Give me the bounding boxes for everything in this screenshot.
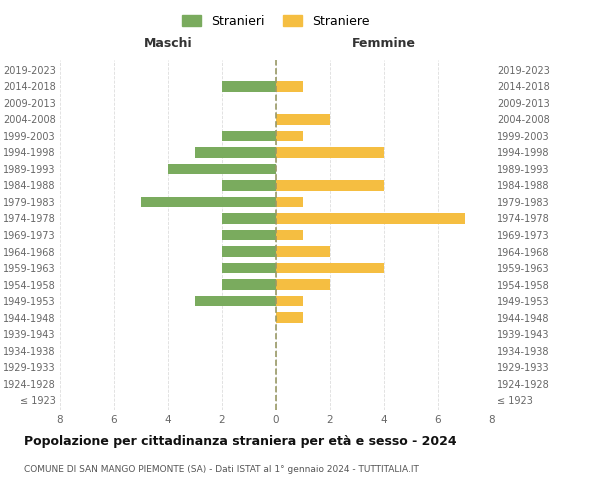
Bar — [222, 262, 276, 274]
Bar — [222, 213, 276, 224]
Bar — [276, 312, 303, 323]
Bar — [168, 164, 276, 174]
Bar — [276, 262, 384, 274]
Bar — [276, 81, 303, 92]
Bar — [195, 296, 276, 306]
Bar — [276, 130, 303, 141]
Text: Maschi: Maschi — [143, 37, 193, 50]
Text: COMUNE DI SAN MANGO PIEMONTE (SA) - Dati ISTAT al 1° gennaio 2024 - TUTTITALIA.I: COMUNE DI SAN MANGO PIEMONTE (SA) - Dati… — [24, 465, 419, 474]
Bar — [222, 279, 276, 290]
Bar — [141, 196, 276, 207]
Bar — [195, 147, 276, 158]
Bar — [276, 246, 330, 257]
Legend: Stranieri, Straniere: Stranieri, Straniere — [179, 11, 373, 32]
Bar — [276, 196, 303, 207]
Bar — [276, 147, 384, 158]
Text: Femmine: Femmine — [352, 37, 416, 50]
Bar — [276, 114, 330, 125]
Bar — [276, 180, 384, 191]
Bar — [276, 213, 465, 224]
Text: Popolazione per cittadinanza straniera per età e sesso - 2024: Popolazione per cittadinanza straniera p… — [24, 435, 457, 448]
Bar — [222, 81, 276, 92]
Bar — [222, 180, 276, 191]
Bar — [276, 296, 303, 306]
Bar — [222, 246, 276, 257]
Bar — [276, 279, 330, 290]
Bar — [276, 230, 303, 240]
Bar — [222, 230, 276, 240]
Bar — [222, 130, 276, 141]
